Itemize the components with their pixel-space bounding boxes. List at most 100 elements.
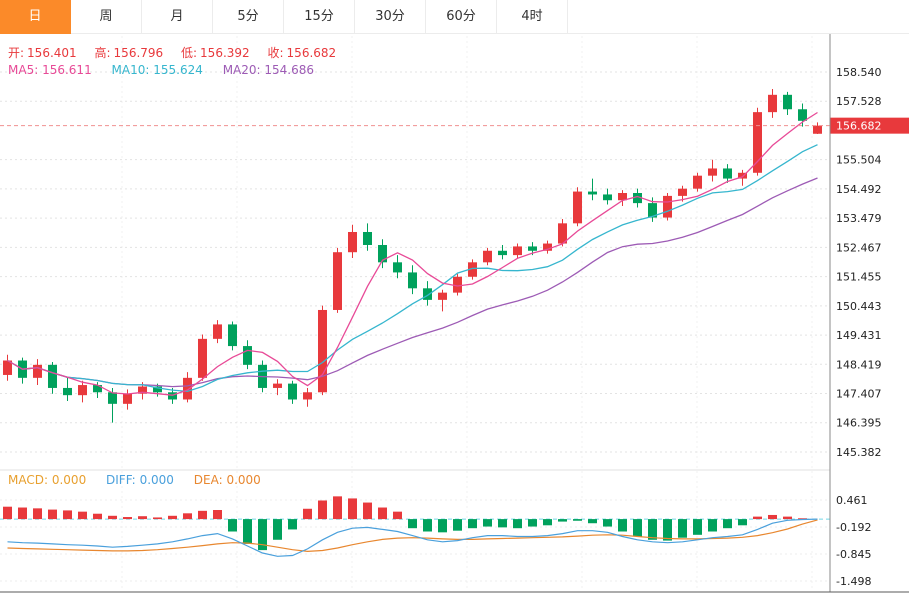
ma5-label: MA5: bbox=[8, 63, 39, 77]
tab-day[interactable]: 日 bbox=[0, 0, 71, 34]
macd-bar bbox=[738, 519, 747, 526]
ma-readout: MA5: 156.611 MA10: 155.624 MA20: 154.686 bbox=[8, 63, 314, 77]
close-label: 收: bbox=[267, 46, 284, 60]
diff-group: DIFF: 0.000 bbox=[106, 473, 174, 487]
macd-bar bbox=[408, 519, 417, 529]
price-axis-label: 151.455 bbox=[836, 271, 882, 284]
candle-body bbox=[528, 246, 537, 251]
candle-body bbox=[408, 272, 417, 289]
price-axis-label: 152.467 bbox=[836, 241, 882, 254]
macd-bar bbox=[153, 517, 162, 520]
macd-bar bbox=[633, 519, 642, 537]
macd-bar bbox=[18, 507, 27, 520]
ma5-line bbox=[7, 111, 818, 396]
ma5-group: MA5: 156.611 bbox=[8, 63, 92, 77]
candle-body bbox=[783, 94, 792, 110]
candle-body bbox=[618, 193, 627, 201]
candle-body bbox=[648, 203, 657, 218]
candle-body bbox=[138, 386, 147, 394]
price-axis-label: 145.382 bbox=[836, 446, 882, 459]
candle-body bbox=[153, 386, 162, 393]
candle-body bbox=[423, 288, 432, 300]
candle-body bbox=[498, 250, 507, 256]
candle-body bbox=[588, 191, 597, 195]
macd-bar bbox=[228, 519, 237, 532]
ma10-label: MA10: bbox=[111, 63, 150, 77]
tab-15min[interactable]: 15分 bbox=[284, 0, 355, 34]
candle-body bbox=[663, 195, 672, 218]
candle-body bbox=[123, 393, 132, 404]
price-axis-label: 148.419 bbox=[836, 358, 882, 371]
price-axis-label: 149.431 bbox=[836, 329, 882, 342]
candle-body bbox=[213, 324, 222, 339]
macd-bar bbox=[93, 513, 102, 520]
ohlc-readout: 开: 156.401 高: 156.796 低: 156.392 收: 156.682 bbox=[8, 44, 350, 61]
macd-bar bbox=[723, 519, 732, 529]
macd-bar bbox=[678, 519, 687, 538]
macd-bar bbox=[213, 510, 222, 520]
macd-bar bbox=[273, 519, 282, 540]
candle-body bbox=[723, 168, 732, 179]
candle-body bbox=[453, 276, 462, 293]
candle-body bbox=[738, 172, 747, 179]
macd-bar bbox=[498, 519, 507, 528]
macd-bar bbox=[123, 517, 132, 520]
price-axis-label: 146.395 bbox=[836, 417, 882, 430]
candle-body bbox=[78, 385, 87, 396]
macd-bar bbox=[108, 515, 117, 520]
candle-body bbox=[483, 250, 492, 263]
tab-month[interactable]: 月 bbox=[142, 0, 213, 34]
macd-bar bbox=[543, 519, 552, 526]
macd-bar bbox=[468, 519, 477, 529]
close-group: 收: 156.682 bbox=[268, 46, 337, 60]
tab-5min[interactable]: 5分 bbox=[213, 0, 284, 34]
candle-body bbox=[48, 364, 57, 388]
candles-layer bbox=[3, 89, 822, 423]
candle-body bbox=[633, 193, 642, 204]
macd-histogram-layer bbox=[3, 496, 807, 551]
macd-bar bbox=[603, 519, 612, 527]
macd-label: MACD: bbox=[8, 473, 49, 487]
macd-bar bbox=[363, 502, 372, 520]
candle-body bbox=[813, 125, 822, 134]
macd-bar bbox=[168, 515, 177, 520]
candle-body bbox=[33, 364, 42, 378]
macd-bar bbox=[318, 500, 327, 520]
macd-bar bbox=[258, 519, 267, 551]
macd-bar bbox=[378, 507, 387, 520]
price-axis-label: 147.407 bbox=[836, 388, 882, 401]
high-label: 高: bbox=[94, 46, 111, 60]
candle-body bbox=[768, 94, 777, 113]
candle-body bbox=[603, 194, 612, 201]
candle-body bbox=[198, 338, 207, 378]
macd-bar bbox=[693, 519, 702, 535]
candle-body bbox=[798, 109, 807, 121]
macd-bar bbox=[708, 519, 717, 532]
macd-bar bbox=[558, 519, 567, 522]
tab-30min[interactable]: 30分 bbox=[355, 0, 426, 34]
macd-bar bbox=[183, 513, 192, 520]
candle-body bbox=[378, 244, 387, 263]
tab-week[interactable]: 周 bbox=[71, 0, 142, 34]
price-axis-label: 153.479 bbox=[836, 212, 882, 225]
candle-body bbox=[3, 360, 12, 375]
candle-body bbox=[753, 112, 762, 173]
macd-bar bbox=[663, 519, 672, 541]
tab-60min[interactable]: 60分 bbox=[426, 0, 497, 34]
diff-value: 0.000 bbox=[139, 473, 174, 487]
candle-body bbox=[348, 231, 357, 253]
candle-body bbox=[63, 387, 72, 396]
candle-body bbox=[273, 383, 282, 388]
macd-bar bbox=[618, 519, 627, 532]
current-price-badge bbox=[830, 117, 909, 134]
candle-body bbox=[558, 223, 567, 244]
price-axis-label: 150.443 bbox=[836, 300, 882, 313]
candle-body bbox=[318, 309, 327, 393]
candle-body bbox=[288, 383, 297, 400]
low-value: 156.392 bbox=[200, 46, 250, 60]
macd-bar bbox=[288, 519, 297, 530]
macd-bar bbox=[588, 519, 597, 524]
macd-bar bbox=[798, 518, 807, 520]
tab-4hour[interactable]: 4时 bbox=[497, 0, 568, 34]
